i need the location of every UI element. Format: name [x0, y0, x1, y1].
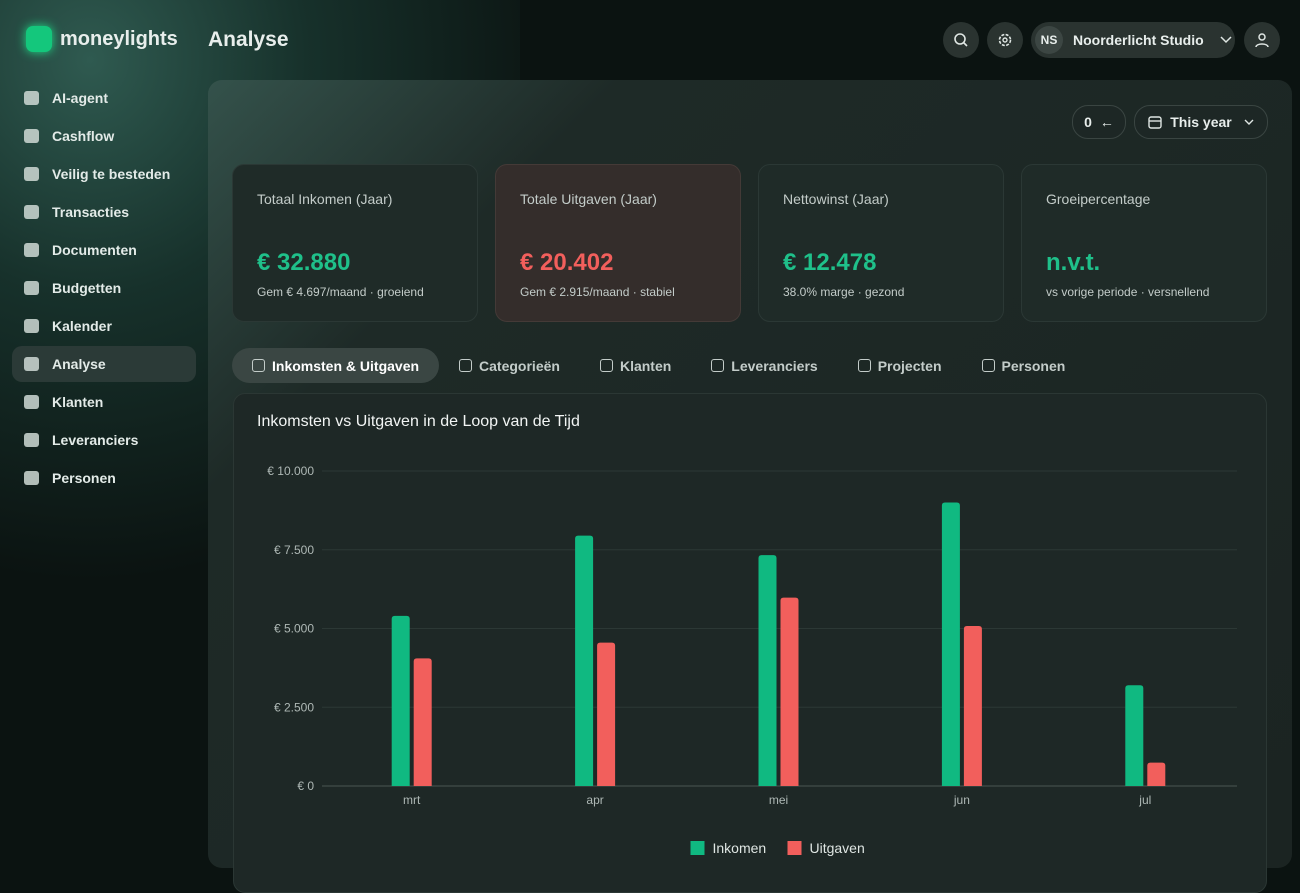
bar: [1147, 762, 1166, 786]
nav-item[interactable]: Personen: [12, 460, 196, 496]
bar: [963, 625, 982, 786]
kpi-label: Totaal Inkomen (Jaar): [257, 191, 393, 207]
chart-panel: [233, 393, 1267, 893]
nav-item[interactable]: Documenten: [12, 232, 196, 268]
y-tick-label: € 0: [297, 779, 314, 793]
kpi-card: Nettowinst (Jaar) € 12.478 38.0% marge · g…: [758, 164, 1004, 322]
badge-button[interactable]: 0 ←: [1072, 105, 1126, 139]
nav-item[interactable]: AI-agent: [12, 80, 196, 116]
search-button[interactable]: [943, 22, 979, 58]
kpi-note: Gem € 4.697/maand · groeiend: [257, 285, 424, 299]
x-tick-label: apr: [586, 793, 603, 807]
chart-title: Inkomsten vs Uitgaven in de Loop van de …: [257, 413, 580, 430]
kpi-label: Groeipercentage: [1046, 191, 1151, 207]
workspace-switcher[interactable]: NS Noorderlicht Studio: [1031, 22, 1235, 58]
y-tick-label: € 10.000: [267, 464, 314, 478]
chevron: [1220, 36, 1232, 44]
chevron: [1244, 119, 1254, 125]
logo: [26, 26, 52, 52]
legend-label: Inkomen: [713, 840, 767, 856]
nav-item[interactable]: Veilig te besteden: [12, 156, 196, 192]
x-tick-label: mei: [769, 793, 788, 807]
bar: [575, 535, 594, 786]
workspace-initials: NS: [1035, 26, 1063, 54]
legend-swatch: [690, 841, 705, 855]
period-select[interactable]: This year: [1134, 105, 1268, 139]
tab-bar: Inkomsten & Uitgaven Categorieën Klanten…: [232, 348, 1085, 383]
nav-item[interactable]: Kalender: [12, 308, 196, 344]
kpi-value: € 32.880: [257, 249, 351, 276]
nav-item[interactable]: Transacties: [12, 194, 196, 230]
nav-item[interactable]: Cashflow: [12, 118, 196, 154]
bar: [1125, 685, 1144, 786]
bar: [597, 642, 616, 786]
brand[interactable]: moneylights: [26, 26, 178, 52]
bar: [941, 502, 960, 786]
brand-name: moneylights: [60, 27, 178, 50]
x-tick-label: jul: [1138, 793, 1151, 807]
page-title: Analyse: [208, 28, 289, 51]
bar: [391, 615, 410, 786]
nav-item[interactable]: Klanten: [12, 384, 196, 420]
kpi-card: Totaal Inkomen (Jaar) € 32.880 Gem € 4.697…: [232, 164, 478, 322]
nav-item[interactable]: Budgetten: [12, 270, 196, 306]
settings-icon: [998, 33, 1012, 47]
user-icon: [1255, 33, 1269, 48]
tab[interactable]: Categorieën: [439, 348, 580, 383]
kpi-note: 38.0% marge · gezond: [783, 285, 905, 299]
bar: [758, 555, 777, 786]
nav-item[interactable]: Analyse: [12, 346, 196, 382]
y-tick-label: € 7.500: [274, 543, 314, 557]
kpi-label: Totale Uitgaven (Jaar): [520, 191, 657, 207]
kpi-value: € 12.478: [783, 249, 877, 276]
legend-label: Uitgaven: [810, 840, 865, 856]
tab[interactable]: Personen: [962, 348, 1086, 383]
y-tick-label: € 5.000: [274, 622, 314, 636]
period-label: This year: [1170, 114, 1232, 130]
kpi-card: Groeipercentage n.v.t. vs vorige periode ·…: [1021, 164, 1267, 322]
kpi-value: € 20.402: [520, 249, 614, 276]
x-tick-label: mrt: [403, 793, 421, 807]
calendar-icon: [1148, 116, 1162, 129]
sidebar-nav: AI-agent Cashflow Veilig te besteden Tra…: [12, 80, 196, 498]
legend-swatch: [787, 841, 802, 855]
bar: [413, 658, 432, 786]
settings-button[interactable]: [987, 22, 1023, 58]
kpi-note: vs vorige periode · versnellend: [1046, 285, 1210, 299]
kpi-card: Totale Uitgaven (Jaar) € 20.402 Gem € 2.91…: [495, 164, 741, 322]
kpi-value: n.v.t.: [1046, 249, 1101, 276]
y-tick-label: € 2.500: [274, 700, 314, 714]
tab[interactable]: Klanten: [580, 348, 691, 383]
nav-item[interactable]: Leveranciers: [12, 422, 196, 458]
chart: Inkomsten vs Uitgaven in de Loop van de …: [257, 413, 1237, 856]
arrow-icon: ←: [1099, 114, 1114, 130]
search-icon: [954, 33, 968, 47]
x-tick-label: jun: [953, 793, 970, 807]
kpi-label: Nettowinst (Jaar): [783, 191, 889, 207]
badge-count: 0: [1084, 114, 1092, 130]
tab[interactable]: Leveranciers: [691, 348, 837, 383]
tab[interactable]: Projecten: [838, 348, 962, 383]
profile-button[interactable]: [1244, 22, 1280, 58]
bar: [780, 597, 799, 786]
tab[interactable]: Inkomsten & Uitgaven: [232, 348, 440, 383]
workspace-name: Noorderlicht Studio: [1073, 32, 1204, 48]
kpi-note: Gem € 2.915/maand · stabiel: [520, 285, 675, 299]
